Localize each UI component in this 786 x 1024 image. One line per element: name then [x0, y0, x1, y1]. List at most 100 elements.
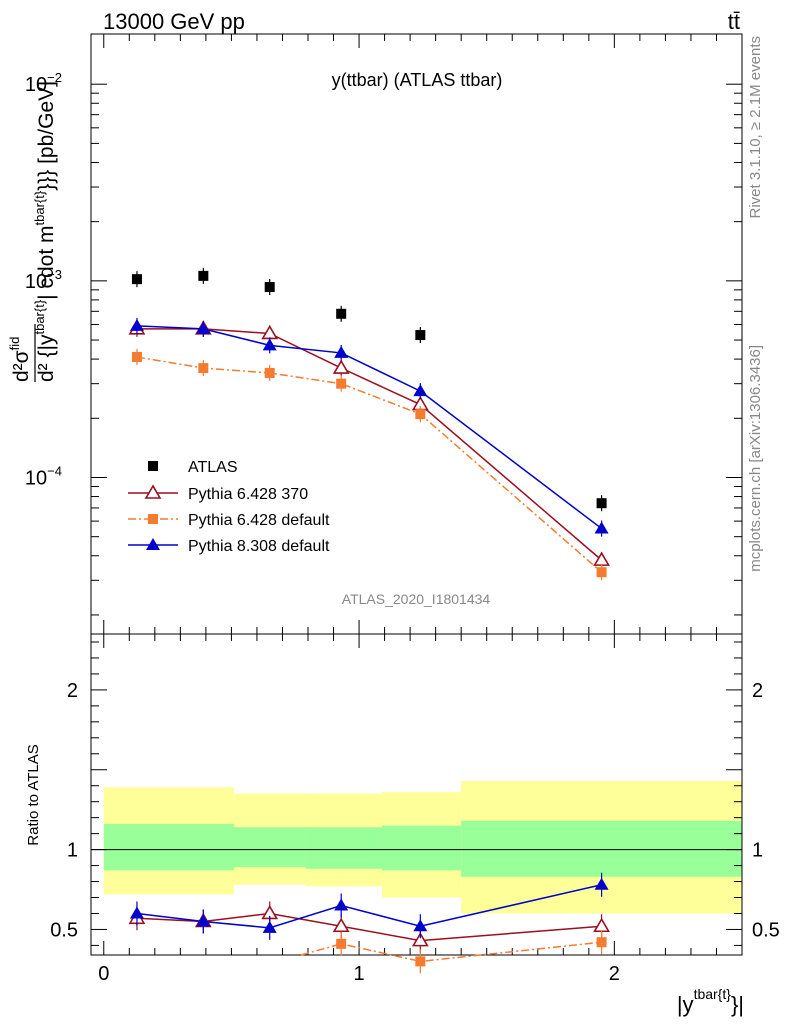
main-series-3: [129, 317, 609, 537]
ratio-data-point: [196, 914, 211, 927]
plot-title: y(ttbar) (ATLAS ttbar): [332, 70, 503, 90]
mcplots-credit-label: mcplots.cern.ch [arXiv:1306.3436]: [747, 345, 764, 572]
main-series-1: [128, 320, 610, 569]
x-axis-label: |ytbar{t}}|: [677, 986, 744, 1017]
main-data-point: [264, 282, 275, 293]
ratio-y-tick-label-right: 2: [752, 680, 763, 702]
ratio-data-point: [129, 906, 144, 919]
y-label-denominator-sup: tbar{t}: [32, 190, 47, 225]
inner-band-0: [103, 824, 234, 871]
legend: ATLAS Pythia 6.428 370 Pythia 6.428 defaul…: [128, 459, 330, 555]
ratio-y-tick-label-right: 1: [752, 840, 763, 862]
main-y-axis-label: d²σfid d² {|ytbar{t}| cdot mtbar{t}}}} […: [7, 81, 58, 382]
main-data-point: [596, 567, 607, 578]
y-label-denominator-sub: tbar{t}: [32, 299, 47, 334]
rivet-version-label: Rivet 3.1.10, ≥ 2.1M events: [747, 36, 764, 219]
main-data-point: [264, 367, 275, 378]
ratio-series-2: [129, 872, 609, 940]
ratio-series-1: [300, 930, 607, 974]
main-plot-series: [128, 267, 610, 581]
x-tick-label: 1: [353, 963, 364, 985]
main-data-point: [129, 318, 144, 331]
svg-text:d²σfid: d²σfid: [7, 337, 33, 382]
main-data-point: [593, 551, 610, 566]
ratio-data-point: [596, 937, 607, 948]
legend-entry-0: ATLAS: [148, 459, 238, 476]
main-data-point: [336, 308, 347, 319]
main-data-point: [415, 409, 426, 420]
legend-label: Pythia 6.428 370: [188, 486, 308, 503]
axis-ticks: [91, 34, 742, 955]
y-tick-label: 10−3: [25, 267, 62, 293]
main-data-point: [594, 521, 609, 534]
y-label-numerator-sup: fid: [7, 337, 22, 351]
legend-entry-1: Pythia 6.428 370: [128, 484, 308, 503]
x-label-tail: }|: [731, 992, 744, 1017]
main-data-point: [131, 351, 142, 362]
ratio-plot-frame: [90, 633, 743, 956]
main-data-point: [198, 363, 209, 374]
y-label-denominator-rest: | cdot m: [35, 226, 58, 300]
ratio-series-line-1: [300, 941, 602, 963]
y-tick-label: 10−2: [25, 70, 62, 96]
y-label-numerator: d²σ: [10, 350, 33, 382]
legend-marker: [146, 538, 160, 550]
inner-band-1: [233, 827, 306, 868]
main-series-line-2: [136, 356, 603, 573]
main-data-point: [198, 270, 209, 281]
legend-label: ATLAS: [188, 459, 238, 476]
plot-frames: [90, 33, 743, 956]
ratio-y-tick-label-left: 1: [67, 840, 78, 862]
main-series-line-3: [136, 325, 603, 530]
legend-label: Pythia 6.428 default: [188, 512, 330, 529]
main-data-point: [334, 345, 349, 358]
ratio-y-tick-label-left: 0.5: [50, 919, 78, 941]
inner-band-3: [382, 825, 462, 871]
x-label-main: |y: [677, 992, 694, 1017]
legend-marker: [148, 514, 158, 524]
ratio-data-point: [593, 917, 610, 933]
y-label-tail: }}} [pb/GeV]: [35, 81, 58, 191]
main-series-2: [131, 348, 607, 581]
main-data-point: [196, 321, 211, 334]
ratio-data-point: [262, 920, 277, 933]
ratio-plot-series: [128, 872, 610, 974]
main-data-point: [413, 384, 428, 397]
main-data-point: [336, 378, 347, 389]
ratio-data-point: [415, 956, 426, 967]
ratio-y-axis-label: Ratio to ATLAS: [25, 744, 42, 845]
main-data-point: [131, 274, 142, 285]
legend-label: Pythia 8.308 default: [188, 538, 330, 555]
x-tick-label: 2: [609, 963, 620, 985]
legend-marker: [144, 484, 162, 499]
ratio-y-tick-label-right: 0.5: [752, 919, 780, 941]
header-process-label: tt̄: [728, 9, 740, 34]
main-series-0: [131, 267, 607, 512]
ratio-data-point: [411, 932, 429, 947]
main-data-point: [262, 338, 277, 351]
ratio-uncertainty-bands: [91, 780, 742, 914]
main-data-point: [596, 498, 607, 509]
x-label-sup: tbar{t}: [694, 986, 732, 1002]
main-data-point: [415, 330, 426, 341]
legend-entry-2: Pythia 6.428 default: [128, 512, 330, 529]
ratio-data-point: [336, 938, 347, 949]
ratio-data-point: [334, 898, 349, 911]
ratio-y-tick-label-left: 2: [67, 680, 78, 702]
inner-band-2: [305, 827, 383, 869]
ratio-series-line-0: [136, 912, 602, 942]
y-tick-label: 10−4: [25, 463, 62, 489]
svg-text:d² {|ytbar{t}| cdot mtbar{t}}}: d² {|ytbar{t}| cdot mtbar{t}}}} [pb/GeV]: [32, 81, 58, 382]
ratio-data-point: [332, 917, 350, 933]
ratio-series-line-2: [136, 884, 602, 929]
header-energy-label: 13000 GeV pp: [103, 9, 245, 34]
inner-band-4: [461, 820, 742, 877]
legend-entry-3: Pythia 8.308 default: [128, 538, 330, 555]
ratio-data-point: [594, 877, 609, 890]
main-data-point: [332, 359, 350, 374]
axis-tick-labels: 0 1 2 10−4 10−3 10−2 0.5 0.5 1 1 2 2: [25, 70, 780, 985]
legend-marker: [148, 461, 158, 471]
analysis-watermark: ATLAS_2020_I1801434: [342, 591, 491, 607]
y-label-denominator: d² {|y: [35, 334, 58, 382]
